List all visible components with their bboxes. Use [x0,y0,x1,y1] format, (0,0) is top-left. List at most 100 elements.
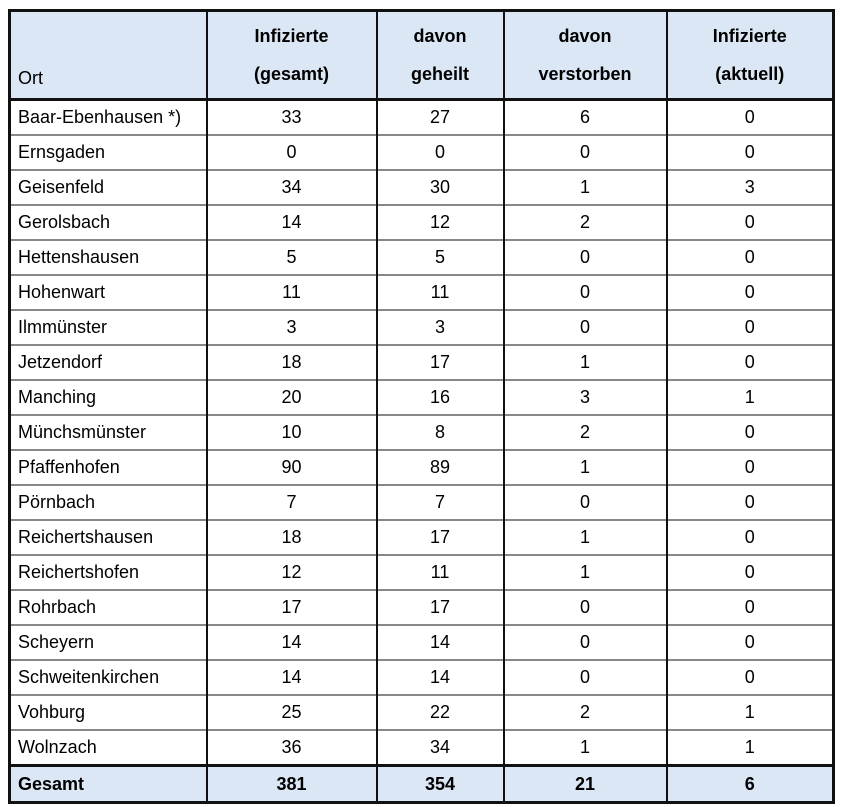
header-line-2: verstorben [538,63,632,84]
footer-value-geheilt: 354 [375,764,504,803]
value-cell-gesamt: 34 [205,169,377,205]
ort-cell: Jetzendorf [9,344,207,380]
value-cell-geheilt: 16 [375,379,504,415]
value-cell-geheilt: 11 [375,274,504,310]
table-row: Manching 20 16 3 1 [9,379,834,415]
table-row: Geisenfeld 34 30 1 3 [9,169,834,205]
ort-cell: Hettenshausen [9,239,207,275]
value-cell-verstorben: 1 [502,344,667,380]
table-row: Wolnzach 36 34 1 1 [9,729,834,766]
value-cell-geheilt: 30 [375,169,504,205]
value-cell-gesamt: 12 [205,554,377,590]
value-cell-aktuell: 0 [665,274,834,310]
column-header-davon-verstorben: davon verstorben [502,10,667,101]
value-cell-geheilt: 11 [375,554,504,590]
table-row: Hettenshausen 5 5 0 0 [9,239,834,275]
value-cell-geheilt: 14 [375,659,504,695]
value-cell-verstorben: 1 [502,519,667,555]
header-line-1: davon [558,25,612,46]
value-cell-aktuell: 0 [665,449,834,485]
ort-cell: Geisenfeld [9,169,207,205]
ort-cell: Ilmmünster [9,309,207,345]
value-cell-verstorben: 0 [502,274,667,310]
value-cell-aktuell: 0 [665,344,834,380]
value-cell-gesamt: 20 [205,379,377,415]
value-cell-aktuell: 0 [665,309,834,345]
value-cell-geheilt: 34 [375,729,504,766]
value-cell-gesamt: 14 [205,624,377,660]
covid-stats-table: Ort Infizierte (gesamt) davon geheilt da… [8,9,835,804]
value-cell-gesamt: 90 [205,449,377,485]
value-cell-aktuell: 0 [665,624,834,660]
value-cell-aktuell: 0 [665,659,834,695]
column-header-infizierte-gesamt: Infizierte (gesamt) [205,10,377,101]
value-cell-aktuell: 0 [665,519,834,555]
table-row: Münchsmünster 10 8 2 0 [9,414,834,450]
value-cell-aktuell: 0 [665,239,834,275]
value-cell-aktuell: 0 [665,98,834,135]
header-line-1: Infizierte [254,25,329,46]
value-cell-geheilt: 0 [375,134,504,170]
header-line-1: Infizierte [712,25,787,46]
value-cell-verstorben: 3 [502,379,667,415]
value-cell-aktuell: 0 [665,134,834,170]
table-row: Gerolsbach 14 12 2 0 [9,204,834,240]
ort-cell: Manching [9,379,207,415]
value-cell-gesamt: 14 [205,204,377,240]
table-row: Ilmmünster 3 3 0 0 [9,309,834,345]
header-line-2: geheilt [410,63,469,84]
value-cell-geheilt: 5 [375,239,504,275]
value-cell-aktuell: 1 [665,379,834,415]
value-cell-verstorben: 2 [502,414,667,450]
value-cell-verstorben: 0 [502,484,667,520]
value-cell-gesamt: 3 [205,309,377,345]
table-row: Reichertshausen 18 17 1 0 [9,519,834,555]
value-cell-verstorben: 0 [502,239,667,275]
footer-row: Gesamt 381 354 21 6 [9,764,834,803]
value-cell-aktuell: 3 [665,169,834,205]
ort-cell: Baar-Ebenhausen *) [9,98,207,135]
value-cell-geheilt: 8 [375,414,504,450]
value-cell-verstorben: 1 [502,554,667,590]
value-cell-verstorben: 1 [502,449,667,485]
value-cell-gesamt: 11 [205,274,377,310]
footer-value-aktuell: 6 [665,764,834,803]
value-cell-geheilt: 17 [375,519,504,555]
table-footer: Gesamt 381 354 21 6 [9,764,834,803]
ort-cell: Wolnzach [9,729,207,766]
value-cell-gesamt: 17 [205,589,377,625]
value-cell-gesamt: 36 [205,729,377,766]
ort-cell: Schweitenkirchen [9,659,207,695]
value-cell-gesamt: 0 [205,134,377,170]
ort-cell: Reichertshofen [9,554,207,590]
value-cell-aktuell: 1 [665,694,834,730]
value-cell-aktuell: 1 [665,729,834,766]
table-row: Rohrbach 17 17 0 0 [9,589,834,625]
value-cell-aktuell: 0 [665,554,834,590]
value-cell-aktuell: 0 [665,484,834,520]
table-row: Vohburg 25 22 2 1 [9,694,834,730]
ort-cell: Pörnbach [9,484,207,520]
value-cell-gesamt: 18 [205,519,377,555]
value-cell-gesamt: 7 [205,484,377,520]
value-cell-geheilt: 89 [375,449,504,485]
ort-cell: Rohrbach [9,589,207,625]
column-header-infizierte-aktuell: Infizierte (aktuell) [665,10,834,101]
table-row: Pörnbach 7 7 0 0 [9,484,834,520]
ort-cell: Pfaffenhofen [9,449,207,485]
value-cell-verstorben: 0 [502,134,667,170]
header-row: Ort Infizierte (gesamt) davon geheilt da… [9,10,834,101]
header-line-2: (gesamt) [253,63,329,84]
value-cell-geheilt: 27 [375,98,504,135]
value-cell-gesamt: 33 [205,98,377,135]
ort-cell: Münchsmünster [9,414,207,450]
value-cell-geheilt: 17 [375,344,504,380]
ort-cell: Scheyern [9,624,207,660]
column-header-ort: Ort [9,10,207,101]
value-cell-verstorben: 0 [502,624,667,660]
ort-cell: Gerolsbach [9,204,207,240]
table-header: Ort Infizierte (gesamt) davon geheilt da… [9,10,834,101]
value-cell-verstorben: 1 [502,729,667,766]
value-cell-gesamt: 14 [205,659,377,695]
value-cell-verstorben: 0 [502,589,667,625]
